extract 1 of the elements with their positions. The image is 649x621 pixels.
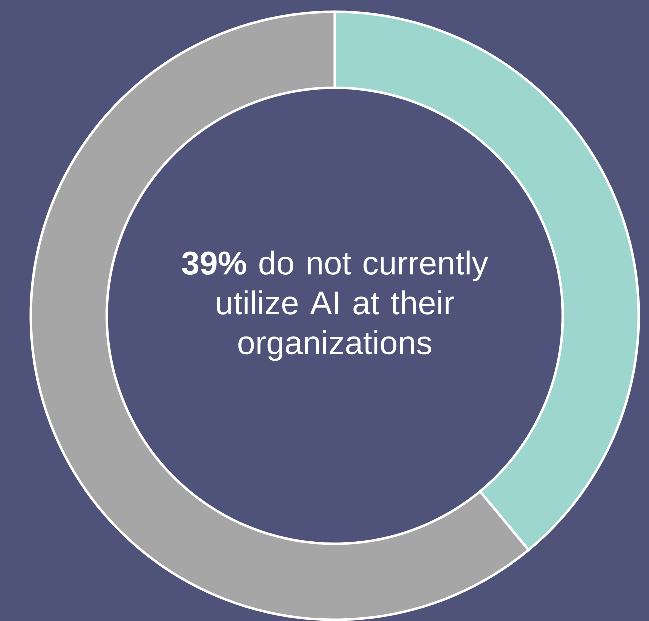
- text: 39% do not currently utilize AI at their organizations: [182, 250, 488, 362]
